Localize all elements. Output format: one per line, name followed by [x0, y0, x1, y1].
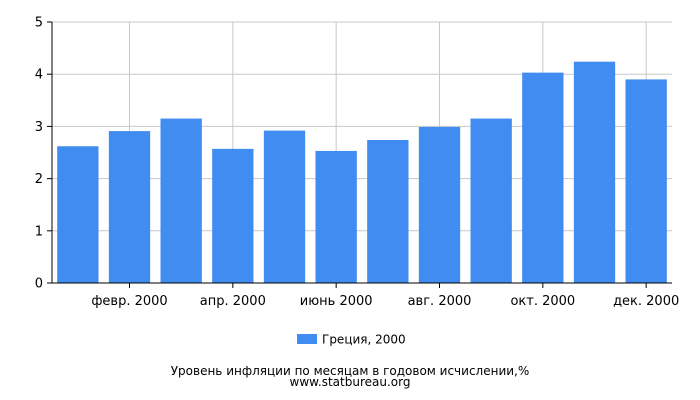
- chart-area: 0 1 2 3 4 5 февр. 2000 апр. 2000 июнь 2000 авг. …: [35, 16, 680, 347]
- y-axis-ticks: 0 1 2 3 4 5: [35, 16, 52, 292]
- bar: [522, 72, 564, 283]
- bar: [160, 118, 202, 283]
- bar: [470, 118, 512, 283]
- source-credit: www.statbureau.org: [289, 375, 411, 389]
- bar: [212, 148, 254, 283]
- bar: [108, 131, 151, 283]
- legend: Греция, 2000: [297, 333, 406, 347]
- x-tick-label: дек. 2000: [613, 294, 679, 309]
- y-tick-label: 4: [35, 68, 43, 83]
- bar: [315, 150, 357, 283]
- y-tick-label: 3: [35, 120, 43, 135]
- bar: [573, 61, 616, 284]
- bar: [263, 130, 306, 283]
- axes: [51, 22, 672, 284]
- x-tick-label: окт. 2000: [510, 294, 575, 309]
- y-tick-label: 1: [35, 224, 43, 239]
- x-tick-label: февр. 2000: [91, 294, 167, 309]
- y-tick-label: 0: [35, 277, 43, 292]
- legend-swatch: [297, 334, 317, 344]
- legend-label: Греция, 2000: [322, 333, 406, 347]
- x-axis-ticks: февр. 2000 апр. 2000 июнь 2000 авг. 2000 окт…: [91, 283, 679, 309]
- y-tick-label: 2: [35, 172, 43, 187]
- bar: [367, 139, 409, 283]
- chart-caption: Уровень инфляции по месяцам в годовом ис…: [170, 364, 530, 378]
- x-tick-label: апр. 2000: [200, 294, 266, 309]
- bar: [57, 146, 99, 283]
- grid-lines: [52, 21, 672, 284]
- x-tick-label: авг. 2000: [408, 294, 472, 309]
- bar: [625, 79, 667, 283]
- x-tick-label: июнь 2000: [300, 294, 373, 309]
- bar: [418, 126, 461, 283]
- y-tick-label: 5: [35, 16, 43, 31]
- bars: [57, 61, 667, 284]
